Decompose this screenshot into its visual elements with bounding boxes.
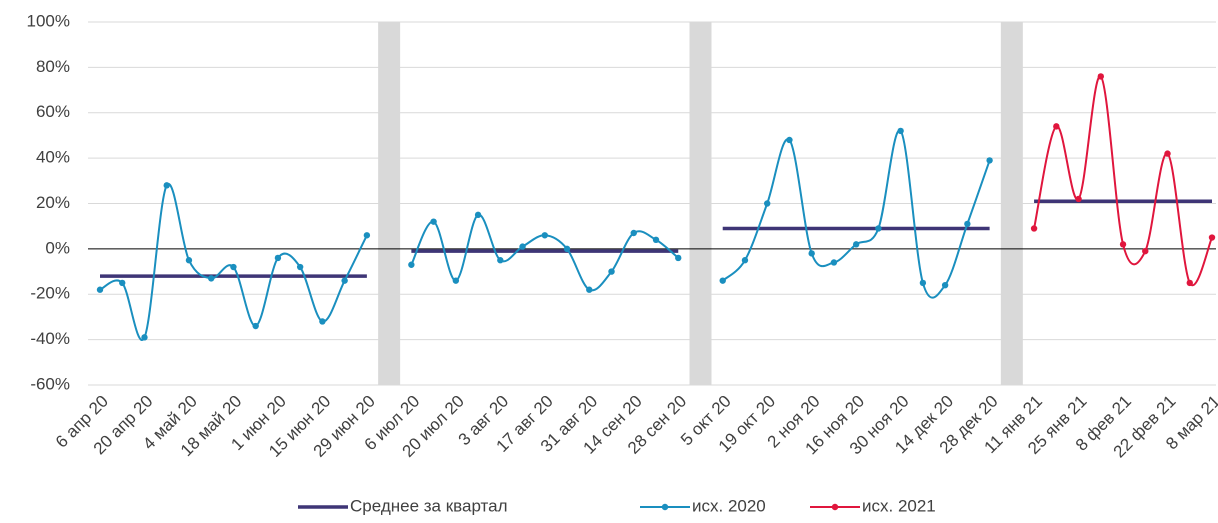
point [630,229,637,237]
point [652,236,660,243]
point [608,268,615,275]
point [1164,150,1171,157]
series-line [1033,75,1213,287]
point [474,211,482,219]
point [919,279,927,287]
point [764,200,771,207]
point [675,254,682,262]
point [497,257,504,264]
legend-label: исх. 2020 [692,496,766,515]
point [941,281,949,289]
point [163,182,170,189]
point [986,157,993,164]
point [519,243,526,250]
point [141,334,148,341]
y-tick-label: 20% [36,193,70,212]
series-line [722,129,991,299]
point [897,127,904,135]
point [1075,195,1082,203]
point [1208,234,1216,241]
point [363,232,371,239]
point [96,286,104,293]
y-tick-label: -60% [30,374,70,393]
point [563,245,571,253]
point [252,322,259,330]
point [852,241,860,248]
point [875,225,882,232]
point [1030,225,1038,232]
point [296,263,304,271]
point [319,318,326,325]
y-tick-label: 40% [36,148,70,167]
point [1119,241,1127,248]
point [808,250,815,257]
point [430,218,437,225]
y-tick-label: 0% [45,238,70,257]
point [741,257,749,264]
y-tick-label: -40% [30,329,70,348]
legend-label: Среднее за квартал [350,496,508,515]
point [408,261,415,268]
point [230,263,237,271]
point [964,220,971,228]
y-tick-label: -20% [30,284,70,303]
point [452,277,460,284]
y-tick-label: 80% [36,57,70,76]
point [541,232,548,239]
point [830,259,838,266]
point [341,277,348,284]
point [1053,123,1060,130]
y-tick-label: 100% [27,11,70,30]
legend-marker [661,503,669,511]
point [1186,279,1193,287]
y-tick-label: 60% [36,102,70,121]
point [586,286,593,293]
point [1142,247,1149,255]
point [786,136,793,144]
point [208,275,215,282]
point [1097,73,1105,80]
point [119,279,126,287]
legend-marker [831,503,839,511]
point [185,257,193,264]
point [719,277,726,284]
legend-label: исх. 2021 [862,496,936,515]
series-line [99,182,368,341]
point [274,254,282,262]
